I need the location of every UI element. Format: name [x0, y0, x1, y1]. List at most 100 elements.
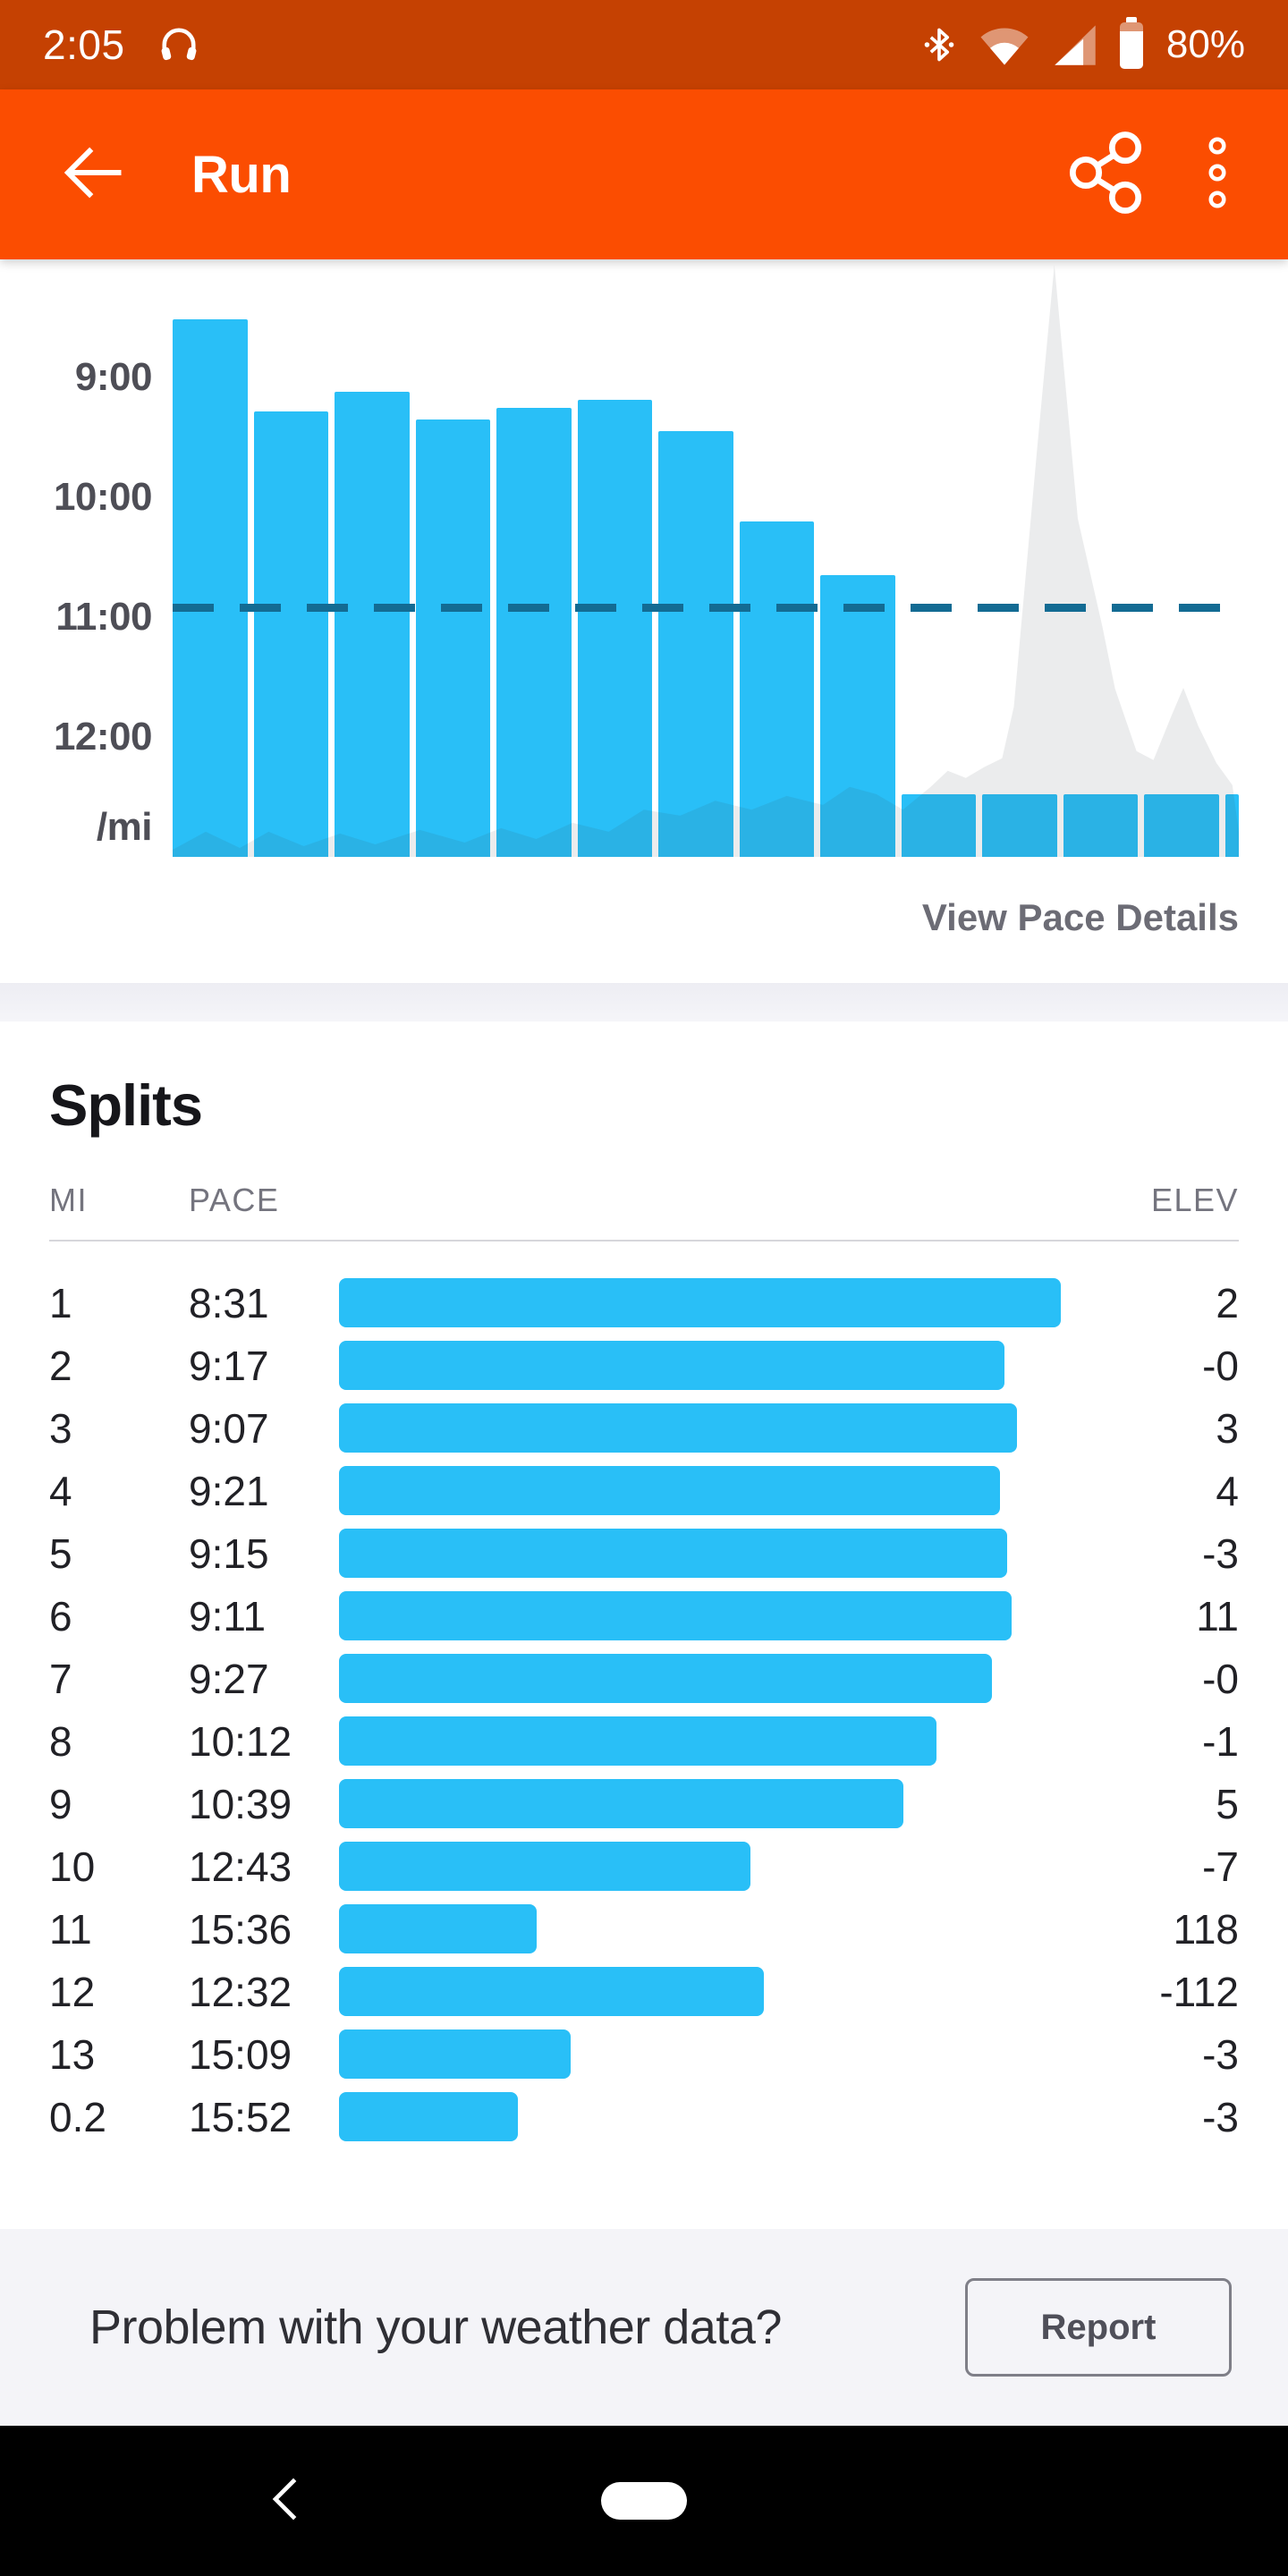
split-elev: -3	[1202, 2030, 1239, 2078]
split-row-6: 6 9:11 11	[49, 1585, 1239, 1648]
split-pace-bar	[339, 1779, 904, 1828]
split-bar-track	[339, 1397, 1062, 1460]
split-pace-bar	[339, 1654, 993, 1703]
split-mi: 11	[49, 1905, 92, 1953]
split-bar-track	[339, 2086, 1062, 2148]
split-pace: 9:21	[189, 1467, 269, 1514]
split-mi: 8	[49, 1717, 72, 1765]
headphones-icon	[156, 21, 202, 68]
split-mi: 1	[49, 1279, 72, 1326]
system-nav-bar	[0, 2426, 1288, 2576]
split-pace-bar	[339, 1591, 1013, 1640]
split-pace: 8:31	[189, 1279, 269, 1326]
split-pace-bar	[339, 2092, 518, 2141]
header-divider	[49, 1239, 1239, 1241]
nav-back-button[interactable]	[252, 2469, 317, 2533]
split-row-3: 3 9:07 3	[49, 1397, 1239, 1460]
pace-bar-split-6	[577, 399, 653, 857]
split-pace-bar	[339, 1842, 750, 1891]
view-pace-details-link[interactable]: View Pace Details	[921, 896, 1239, 938]
bluetooth-icon	[919, 22, 959, 67]
pace-bar-split-4	[415, 419, 491, 857]
split-row-13: 13 15:09 -3	[49, 2023, 1239, 2086]
share-icon	[1066, 128, 1145, 222]
report-button[interactable]: Report	[965, 2278, 1232, 2377]
wifi-icon	[977, 22, 1032, 67]
back-button[interactable]	[50, 131, 136, 217]
split-mi: 0.2	[49, 2093, 106, 2140]
status-time: 2:05	[43, 21, 125, 68]
split-pace: 10:12	[189, 1717, 292, 1765]
pace-bar-split-1	[173, 319, 248, 857]
split-bar-track	[339, 1773, 1062, 1835]
splits-table-header: MI PACE ELEV	[49, 1181, 1239, 1220]
back-chevron-icon	[267, 2474, 302, 2529]
split-elev: 4	[1216, 1467, 1239, 1514]
split-bar-track	[339, 1648, 1062, 1710]
split-row-10: 10 12:43 -7	[49, 1835, 1239, 1898]
pace-bar-split-7	[658, 431, 733, 857]
split-row-12: 12 12:32 -112	[49, 1961, 1239, 2023]
y-axis-tick: 10:00	[53, 475, 153, 519]
overflow-menu-button[interactable]	[1204, 134, 1231, 216]
pace-bar-split-13	[1144, 794, 1219, 857]
split-pace: 15:36	[189, 1905, 292, 1953]
pace-bar-split-0.2	[1224, 794, 1239, 857]
share-button[interactable]	[1066, 128, 1145, 222]
battery-percent: 80%	[1165, 22, 1245, 66]
split-row-0.2: 0.2 15:52 -3	[49, 2086, 1239, 2148]
split-pace-bar	[339, 1341, 1005, 1390]
y-axis-tick: 11:00	[55, 595, 152, 639]
pace-bar-split-5	[496, 407, 572, 857]
split-bar-track	[339, 1460, 1062, 1522]
split-pace: 15:52	[189, 2093, 292, 2140]
split-row-7: 7 9:27 -0	[49, 1648, 1239, 1710]
split-pace: 9:17	[189, 1342, 269, 1389]
pace-chart-plot	[173, 259, 1239, 857]
split-pace: 9:11	[189, 1592, 267, 1640]
split-bar-track	[339, 2023, 1062, 2086]
y-axis-tick: 9:00	[74, 355, 153, 399]
report-button-label: Report	[1040, 2307, 1157, 2347]
average-pace-line	[173, 604, 1239, 612]
splits-card: Splits MI PACE ELEV 1 8:31 2 2 9:17 -0 3 9:07 3 4…	[0, 1021, 1288, 2229]
splits-rows: 1 8:31 2 2 9:17 -0 3 9:07 3 4 9:21 4 5 9:15 -3 6 9:11 11 7…	[49, 1272, 1239, 2148]
split-bar-track	[339, 1710, 1062, 1773]
split-elev: -112	[1159, 1968, 1239, 2015]
page-title: Run	[191, 145, 292, 204]
split-bar-track	[339, 1335, 1062, 1397]
pace-bar-split-8	[739, 521, 815, 857]
pace-bar-split-10	[901, 794, 977, 857]
split-bar-track	[339, 1898, 1062, 1961]
split-mi: 12	[49, 1968, 96, 2015]
pace-bar-split-9	[820, 575, 895, 857]
home-pill[interactable]	[601, 2482, 687, 2520]
pace-bars	[173, 259, 1239, 857]
split-mi: 6	[49, 1592, 72, 1640]
split-mi: 9	[49, 1780, 72, 1827]
overflow-menu-icon	[1204, 134, 1231, 216]
status-bar: 2:05	[0, 0, 1288, 89]
split-mi: 7	[49, 1655, 72, 1702]
split-mi: 5	[49, 1530, 72, 1577]
split-row-11: 11 15:36 118	[49, 1898, 1239, 1961]
split-mi: 2	[49, 1342, 72, 1389]
split-mi: 4	[49, 1467, 72, 1514]
split-elev: 3	[1216, 1404, 1239, 1452]
split-elev: -7	[1202, 1843, 1239, 1890]
section-divider-band	[0, 983, 1288, 1021]
split-elev: 11	[1196, 1592, 1239, 1640]
split-pace: 9:27	[189, 1655, 269, 1702]
weather-question: Problem with your weather data?	[89, 2301, 782, 2354]
column-header-mi: MI	[49, 1181, 88, 1218]
split-pace-bar	[339, 1529, 1007, 1578]
column-header-elev: ELEV	[1150, 1181, 1239, 1218]
back-arrow-icon	[55, 135, 131, 215]
pace-chart-card: 9:00 10:00 11:00 12:00/mi View Pace Details	[0, 259, 1288, 983]
pace-bar-split-3	[335, 391, 410, 857]
cellular-icon	[1050, 22, 1100, 67]
pace-bar-split-12	[1063, 794, 1139, 857]
column-header-pace: PACE	[189, 1181, 280, 1218]
pace-bar-split-11	[982, 794, 1057, 857]
split-pace-bar	[339, 1403, 1017, 1453]
